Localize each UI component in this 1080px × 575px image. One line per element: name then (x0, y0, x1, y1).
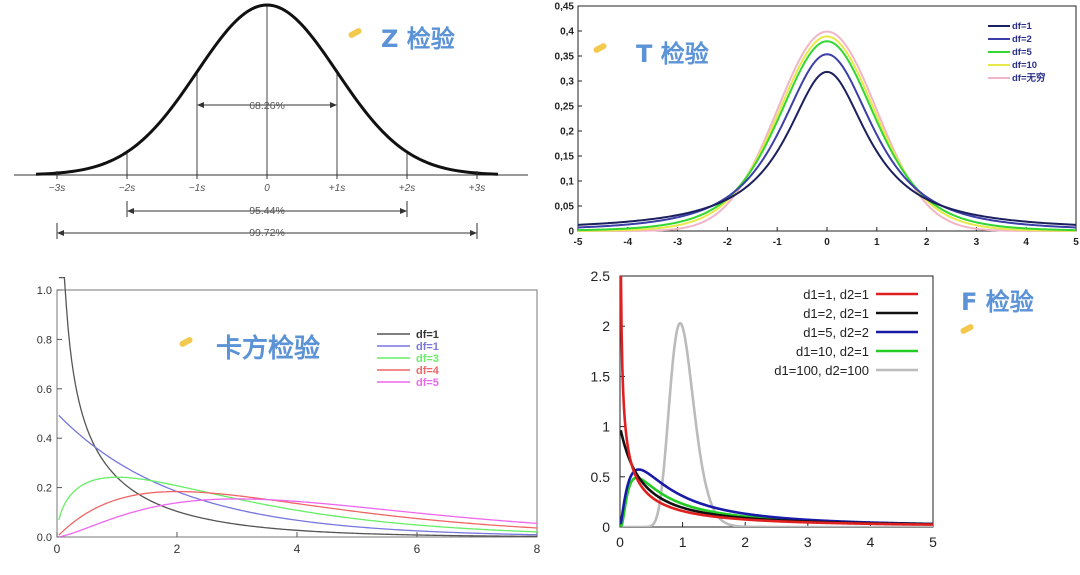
f-y-tick-label: 2.5 (591, 268, 611, 284)
z-normal-curve (35, 3, 499, 176)
f-x-tick-label: 2 (741, 534, 749, 550)
chi-y-tick-label: 0.0 (37, 532, 52, 544)
z-interval-annotation: 99.72% (56, 223, 478, 239)
t-title: T 检验 (636, 40, 709, 68)
f-series-line (620, 321, 933, 527)
t-x-tick-label: 0 (824, 237, 830, 248)
chi-y-tick-label: 1.0 (37, 285, 52, 297)
z-tick-label: −2s (119, 183, 135, 194)
chi-x-tick-label: 6 (414, 542, 421, 556)
z-interval-annotation: 95.44% (126, 201, 408, 217)
chi-x-tick-label: 0 (54, 542, 61, 556)
f-y-tick-label: 1 (602, 419, 610, 435)
t-y-tick-label: 0,15 (555, 152, 575, 163)
t-x-tick-label: 5 (1073, 237, 1079, 248)
t-series-line (577, 70, 1077, 226)
z-interval-annotation: 68.26% (197, 100, 337, 112)
t-series-line (577, 35, 1077, 232)
f-x-tick-label: 3 (804, 534, 812, 550)
t-series-line (577, 53, 1077, 229)
chi-y-tick-label: 0.2 (37, 483, 52, 495)
t-legend-label: df=2 (1012, 34, 1032, 45)
t-x-tick-label: -4 (623, 237, 632, 248)
t-y-tick-label: 0,1 (560, 177, 574, 188)
t-y-tick-label: 0,4 (560, 27, 574, 38)
chi-legend-label: df=3 (416, 353, 439, 365)
t-x-tick-label: -1 (773, 237, 782, 248)
f-legend-label: d1=10, d2=1 (796, 344, 869, 359)
chi-y-tick-label: 0.4 (37, 433, 52, 445)
t-chart: 0 0,05 0,1 0,15 0,2 0,25 0,3 0,35 0,4 0,45 -5 -4 -3 -… (555, 2, 1080, 249)
t-x-tick-label: 4 (1023, 237, 1029, 248)
chi-legend-label: df=1 (416, 341, 439, 353)
t-legend-label: df=无穷 (1012, 72, 1046, 84)
f-legend-label: d1=1, d2=1 (803, 287, 869, 302)
chi-y-tick-label: 0.8 (37, 334, 52, 346)
t-legend-label: df=10 (1012, 60, 1037, 71)
t-y-tick-label: 0,25 (555, 102, 575, 113)
f-title: F 检验 (961, 288, 1034, 316)
z-tick-label: 0 (264, 183, 270, 194)
z-interval-label: 95.44% (249, 205, 285, 217)
t-y-tick-label: 0,35 (555, 52, 575, 63)
z-title: Z 检验 (381, 25, 455, 53)
chi-legend-label: df=4 (416, 365, 440, 377)
f-x-tick-label: 0 (616, 534, 624, 550)
t-legend-label: df=1 (1012, 21, 1033, 32)
t-y-tick-label: 0,45 (555, 2, 575, 13)
t-x-tick-label: 2 (924, 237, 930, 248)
f-x-tick-label: 4 (867, 534, 875, 550)
f-series-line (620, 276, 933, 526)
t-y-tick-label: 0,2 (560, 127, 574, 138)
chi-series-line (58, 490, 538, 536)
t-x-tick-label: 3 (974, 237, 980, 248)
f-legend-label: d1=5, d2=2 (803, 325, 869, 340)
chi-square-panel: 0.0 0.2 0.4 0.6 0.8 1.0 0 2 4 6 8 df=1 df=1 df=3 df=4 d… (0, 270, 550, 570)
z-tick-label: −1s (189, 183, 205, 194)
t-series-line (577, 40, 1077, 232)
f-legend-label: d1=2, d2=1 (803, 306, 869, 321)
chi-x-tick-label: 8 (534, 542, 541, 556)
z-tick-label: −3s (49, 183, 65, 194)
f-x-tick-label: 5 (929, 534, 937, 550)
t-y-tick-label: 0,3 (560, 77, 574, 88)
z-tick-label: +3s (469, 183, 485, 194)
z-chart: −3s −2s −1s 0 +1s +2s +3s 68.26% 95.44% 99.72% (14, 3, 528, 239)
chi-x-tick-label: 4 (294, 542, 301, 556)
t-x-tick-label: 1 (874, 237, 880, 248)
chi-square-chart: 0.00.20.40.60.81.00 2 4 6 8df=1df=1df=3df=4d… (37, 277, 541, 556)
t-y-tick-label: 0,05 (555, 202, 575, 213)
t-x-tick-label: -5 (574, 237, 583, 248)
z-tick-label: +2s (399, 183, 415, 194)
z-test-panel: −3s −2s −1s 0 +1s +2s +3s 68.26% 95.44% 99.72% (0, 0, 540, 260)
chi-series-line (58, 277, 538, 538)
chi-series-line (58, 476, 538, 533)
f-y-tick-label: 2 (602, 318, 610, 334)
chi-title: 卡方检验 (216, 334, 321, 364)
z-tick-label: +1s (329, 183, 345, 194)
z-interval-label: 99.72% (249, 227, 285, 239)
t-x-tick-label: -3 (673, 237, 682, 248)
f-test-panel: 0 0.5 1 1.5 2 2.5 0 1 2 3 4 5 d1=1, d2=1 d1=2, d2=1 d1… (550, 260, 1080, 570)
t-legend-label: df=5 (1012, 47, 1033, 58)
chi-y-tick-label: 0.6 (37, 384, 52, 396)
t-series-line (578, 30, 1076, 232)
t-y-tick-label: 0 (568, 227, 574, 238)
z-interval-label: 68.26% (249, 100, 285, 112)
f-legend-label: d1=100, d2=100 (774, 363, 869, 378)
f-chart: 0 0.5 1 1.5 2 2.5 0 1 2 3 4 5 d1=1, d2=1 d1=2, d2=1 d1… (591, 268, 938, 550)
chi-series-line (58, 498, 538, 538)
chi-legend-label: df=5 (416, 377, 439, 389)
f-x-tick-label: 1 (679, 534, 687, 550)
f-y-tick-label: 0 (602, 519, 610, 535)
chi-x-tick-label: 2 (174, 542, 181, 556)
f-y-tick-label: 0.5 (591, 469, 611, 485)
f-series-line (620, 429, 933, 526)
chi-series-line (58, 414, 538, 536)
t-test-panel: 0 0,05 0,1 0,15 0,2 0,25 0,3 0,35 0,4 0,45 -5 -4 -3 -… (540, 0, 1080, 260)
t-x-tick-label: -2 (723, 237, 732, 248)
chi-legend-label: df=1 (416, 329, 439, 341)
f-y-tick-label: 1.5 (591, 368, 611, 384)
